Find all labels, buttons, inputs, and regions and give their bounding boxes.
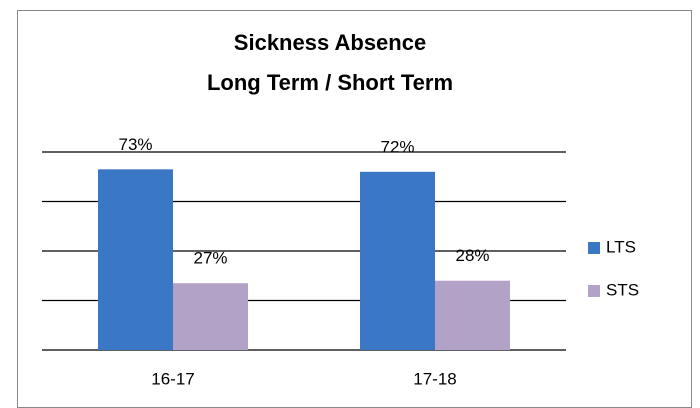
value-label: 73% [118, 135, 152, 154]
x-tick-label: 16-17 [151, 369, 194, 388]
chart-title: Sickness Absence [234, 30, 426, 55]
legend-swatch [588, 242, 600, 254]
bar [173, 283, 248, 350]
value-label: 28% [455, 246, 489, 265]
legend-swatch [588, 285, 600, 297]
bar [435, 280, 510, 350]
bar [360, 171, 435, 350]
value-label: 72% [380, 137, 414, 156]
legend-label: LTS [606, 237, 636, 256]
x-tick-label: 17-18 [413, 369, 456, 388]
bar [98, 169, 173, 350]
value-label: 27% [193, 249, 227, 268]
chart-subtitle: Long Term / Short Term [207, 70, 453, 95]
legend-label: STS [606, 280, 639, 299]
